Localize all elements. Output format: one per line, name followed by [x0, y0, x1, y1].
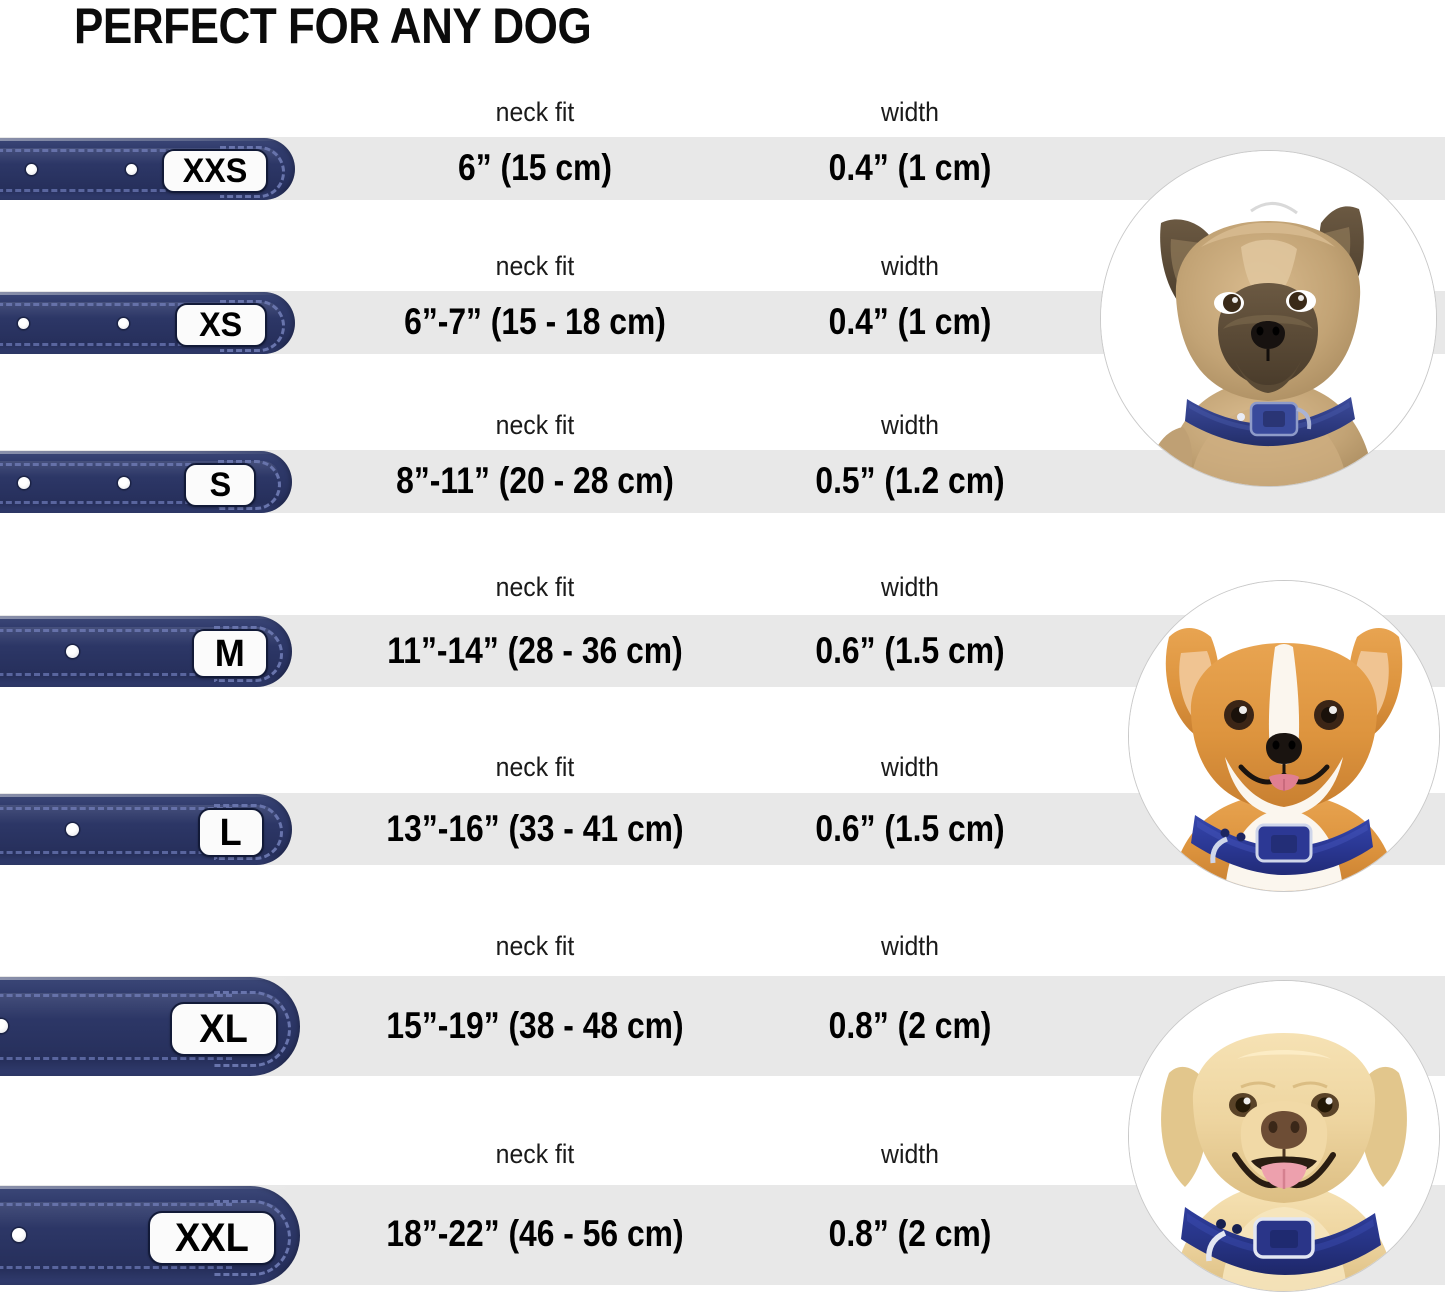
size-badge-xs: XS [175, 303, 267, 347]
collar-strap-xxl: XXL [0, 1186, 300, 1285]
strap-stitch-bottom [0, 1057, 232, 1060]
column-label-width-m: width [881, 572, 939, 602]
collar-strap-s: S [0, 451, 292, 513]
strap-stitch-bottom [0, 851, 232, 854]
size-badge-xxs: XXS [162, 149, 268, 193]
strap-hole [18, 318, 29, 329]
width-value-s: 0.5” (1.2 cm) [815, 460, 1005, 501]
collar-strap-xs: XS [0, 292, 295, 354]
size-badge-xl: XL [170, 1002, 278, 1056]
strap-stitch-tip [220, 300, 285, 352]
strap-stitch-top [0, 629, 232, 632]
size-badge-label: XXS [182, 152, 248, 190]
width-value-xxs: 0.4” (1 cm) [828, 147, 992, 188]
neck-fit-value-xxs: 6” (15 cm) [458, 147, 612, 188]
neck-fit-value-xl: 15”-19” (38 - 48 cm) [386, 1005, 684, 1046]
strap-stitch-tip [220, 146, 285, 198]
column-label-neck-fit-xs: neck fit [495, 251, 575, 281]
column-label-neck-fit-xxs: neck fit [495, 97, 575, 127]
neck-fit-value-l: 13”-16” (33 - 41 cm) [386, 808, 684, 849]
size-badge-m: M [192, 629, 268, 678]
strap-rim-highlight [0, 794, 292, 797]
medium-dog-photo [1128, 580, 1440, 892]
strap-hole [118, 318, 129, 329]
strap-hole [12, 1228, 26, 1242]
size-badge-s: S [184, 463, 256, 507]
size-badge-label: XL [199, 1007, 249, 1051]
strap-stitch-top [0, 994, 232, 997]
terrier-illustration [1101, 151, 1436, 486]
strap-rim-highlight [0, 138, 295, 141]
neck-fit-value-xs: 6”-7” (15 - 18 cm) [404, 301, 666, 342]
width-value-xs: 0.4” (1 cm) [828, 301, 992, 342]
column-label-width-xl: width [881, 931, 939, 961]
strap-hole [26, 164, 37, 175]
column-label-neck-fit-s: neck fit [495, 410, 575, 440]
corgi-illustration [1129, 581, 1439, 891]
column-label-neck-fit-m: neck fit [495, 572, 575, 602]
strap-stitch-tip [214, 1200, 291, 1276]
collar-strap-xxs: XXS [0, 138, 295, 200]
size-badge-label: XXL [175, 1216, 249, 1260]
strap-stitch-tip [214, 991, 291, 1067]
strap-stitch-bottom [0, 673, 232, 676]
column-label-neck-fit-l: neck fit [495, 752, 575, 782]
strap-stitch-tip [214, 804, 283, 860]
column-label-width-xxl: width [881, 1139, 939, 1169]
column-label-width-l: width [881, 752, 939, 782]
size-badge-label: M [214, 632, 246, 675]
column-label-width-xs: width [881, 251, 939, 281]
strap-hole [0, 1019, 8, 1033]
neck-fit-value-m: 11”-14” (28 - 36 cm) [387, 630, 683, 671]
strap-stitch-bottom [0, 501, 236, 504]
strap-hole [118, 477, 130, 489]
strap-hole [66, 823, 79, 836]
strap-stitch-bottom [0, 1266, 232, 1269]
strap-stitch-top [0, 463, 236, 466]
strap-stitch-bottom [0, 189, 238, 192]
collar-strap-xl: XL [0, 977, 300, 1076]
strap-hole [18, 477, 30, 489]
collar-strap-m: M [0, 616, 292, 687]
strap-stitch-tip [214, 626, 283, 682]
column-label-width-s: width [881, 410, 939, 440]
column-label-neck-fit-xl: neck fit [495, 931, 575, 961]
strap-stitch-top [0, 807, 232, 810]
neck-fit-value-xxl: 18”-22” (46 - 56 cm) [386, 1213, 684, 1254]
large-dog-photo [1128, 980, 1440, 1292]
size-badge-label: L [219, 811, 243, 854]
width-value-xxl: 0.8” (2 cm) [828, 1213, 992, 1254]
collar-strap-l: L [0, 794, 292, 865]
width-value-l: 0.6” (1.5 cm) [815, 808, 1005, 849]
neck-fit-value-s: 8”-11” (20 - 28 cm) [396, 460, 674, 501]
strap-hole [126, 164, 137, 175]
column-label-width-xxs: width [881, 97, 939, 127]
page-title: PERFECT FOR ANY DOG [74, 0, 592, 54]
width-value-m: 0.6” (1.5 cm) [815, 630, 1005, 671]
column-label-neck-fit-xxl: neck fit [495, 1139, 575, 1169]
size-badge-label: XS [199, 306, 243, 344]
strap-rim-highlight [0, 451, 292, 454]
strap-hole [66, 645, 79, 658]
strap-stitch-top [0, 303, 238, 306]
labrador-illustration [1129, 981, 1439, 1291]
strap-stitch-bottom [0, 343, 238, 346]
strap-rim-highlight [0, 616, 292, 619]
strap-stitch-top [0, 1203, 232, 1206]
size-badge-label: S [209, 466, 231, 504]
size-badge-l: L [198, 808, 264, 857]
strap-rim-highlight [0, 292, 295, 295]
strap-stitch-tip [218, 460, 281, 510]
size-badge-xxl: XXL [148, 1211, 276, 1265]
strap-rim-highlight [0, 977, 300, 980]
strap-stitch-top [0, 149, 238, 152]
width-value-xl: 0.8” (2 cm) [828, 1005, 992, 1046]
small-dog-photo [1100, 150, 1437, 487]
strap-rim-highlight [0, 1186, 300, 1189]
